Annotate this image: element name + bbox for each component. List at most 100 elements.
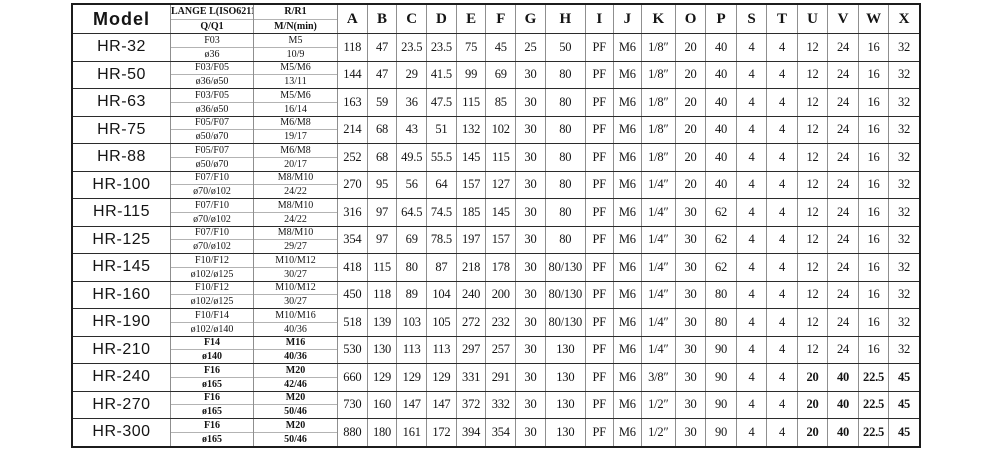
flange-cell: F05/F07 ø50/ø70 (170, 144, 253, 171)
cell-J: M6 (612, 364, 641, 391)
flange-cell: F16 ø165 (170, 364, 253, 391)
cell-E: 240 (455, 281, 486, 308)
rr1-column-header: R/R1 M/N(min) (253, 5, 337, 33)
mn-min-value: 29/27 (254, 239, 337, 253)
cell-H: 80 (544, 171, 585, 198)
cell-X: 45 (888, 391, 919, 418)
cell-I: PF (584, 336, 613, 363)
cell-B: 160 (366, 391, 397, 418)
model-name: HR-190 (92, 313, 151, 331)
column-header-F: F (485, 5, 515, 33)
cell-B: 129 (366, 364, 397, 391)
cell-C: 69 (396, 226, 426, 253)
table-row: HR-190 F10/F14 ø102/ø140 M10/M16 40/36 5… (73, 308, 919, 336)
dimension-table: Model FLANGE L(ISO6211) Q/Q1 R/R1 M/N(mi… (71, 3, 921, 448)
cell-E: 132 (455, 116, 486, 143)
column-header-X: X (888, 5, 919, 33)
flange-q-value: ø36/ø50 (171, 101, 253, 116)
cell-G: 30 (515, 61, 545, 88)
cell-F: 115 (485, 144, 515, 171)
cell-S: 4 (735, 116, 767, 143)
cell-K: 1/4″ (640, 199, 675, 226)
cell-H: 80 (544, 199, 585, 226)
mn-min-value: 20/17 (254, 156, 337, 171)
cell-I: PF (584, 419, 613, 446)
flange-type: F07/F10 (195, 172, 229, 184)
cell-H: 130 (544, 336, 585, 363)
cell-X: 32 (888, 61, 919, 88)
flange-type: F14 (203, 337, 221, 349)
cell-U: 12 (796, 171, 828, 198)
cell-I: PF (584, 364, 613, 391)
cell-U: 12 (796, 309, 828, 336)
model-name: HR-32 (97, 38, 146, 56)
rr1-cell: M8/M10 24/22 (253, 199, 337, 226)
cell-K: 1/8″ (640, 116, 675, 143)
flange-type: F05/F07 (195, 117, 229, 129)
cell-A: 118 (337, 34, 367, 61)
rr1-thread: M6/M8 (280, 144, 311, 156)
mn-min-value: 30/27 (254, 266, 337, 281)
cell-D: 23.5 (426, 34, 456, 61)
cell-D: 41.5 (426, 61, 456, 88)
cell-C: 80 (396, 254, 426, 281)
cell-W: 16 (857, 336, 889, 363)
cell-D: 74.5 (426, 199, 456, 226)
rr1-cell: M5 10/9 (253, 34, 337, 61)
cell-X: 32 (888, 336, 919, 363)
rr1-cell: M8/M10 24/22 (253, 171, 337, 198)
rr1-thread: M6/M8 (280, 117, 311, 129)
cell-E: 197 (455, 226, 486, 253)
rr1-thread: M5/M6 (280, 89, 311, 101)
cell-P: 62 (705, 226, 736, 253)
cell-F: 232 (485, 309, 515, 336)
cell-P: 90 (705, 364, 736, 391)
cell-P: 62 (705, 254, 736, 281)
cell-G: 30 (515, 336, 545, 363)
cell-H: 80 (544, 144, 585, 171)
cell-I: PF (584, 89, 613, 116)
cell-F: 157 (485, 226, 515, 253)
cell-T: 4 (766, 391, 797, 418)
cell-P: 62 (705, 199, 736, 226)
cell-P: 80 (705, 309, 736, 336)
mn-min-value: 40/36 (254, 349, 337, 363)
cell-C: 29 (396, 61, 426, 88)
cell-S: 4 (735, 199, 767, 226)
model-name: HR-75 (97, 120, 146, 138)
mn-min-value: 10/9 (254, 46, 337, 61)
rr1-thread: M10/M12 (275, 254, 316, 266)
cell-H: 50 (544, 34, 585, 61)
cell-V: 24 (827, 61, 858, 88)
flange-type: F03 (204, 34, 220, 46)
cell-J: M6 (612, 61, 641, 88)
cell-I: PF (584, 61, 613, 88)
table-row: HR-125 F07/F10 ø70/ø102 M8/M10 29/27 354… (73, 225, 919, 253)
cell-E: 185 (455, 199, 486, 226)
column-header-U: U (796, 5, 828, 33)
column-header-E: E (455, 5, 486, 33)
flange-cell: F07/F10 ø70/ø102 (170, 226, 253, 253)
cell-E: 157 (455, 171, 486, 198)
cell-G: 30 (515, 364, 545, 391)
cell-U: 12 (796, 281, 828, 308)
cell-G: 30 (515, 226, 545, 253)
cell-J: M6 (612, 391, 641, 418)
cell-I: PF (584, 309, 613, 336)
cell-U: 12 (796, 61, 828, 88)
rr1-cell: M5/M6 16/14 (253, 89, 337, 116)
cell-V: 24 (827, 336, 858, 363)
cell-K: 1/2″ (640, 419, 675, 446)
cell-O: 20 (674, 61, 706, 88)
cell-I: PF (584, 391, 613, 418)
cell-V: 24 (827, 254, 858, 281)
rr1-cell: M20 50/46 (253, 419, 337, 446)
cell-T: 4 (766, 34, 797, 61)
cell-G: 30 (515, 199, 545, 226)
cell-A: 316 (337, 199, 367, 226)
cell-W: 16 (857, 34, 889, 61)
flange-header-line2: Q/Q1 (171, 18, 253, 34)
cell-V: 24 (827, 144, 858, 171)
cell-E: 272 (455, 309, 486, 336)
cell-E: 99 (455, 61, 486, 88)
